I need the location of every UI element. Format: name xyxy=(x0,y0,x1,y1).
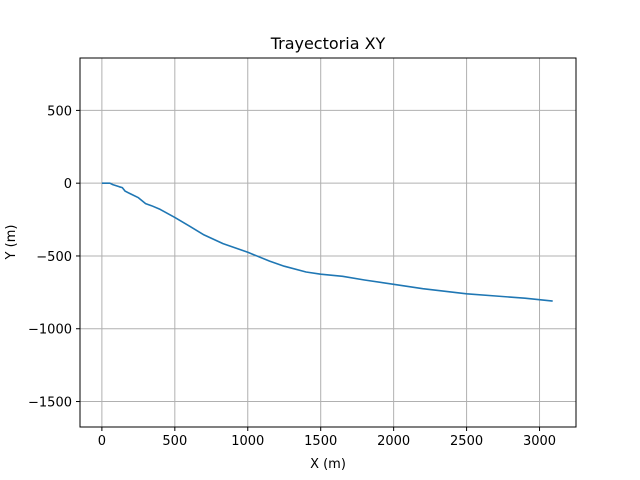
y-tick-label: 500 xyxy=(47,104,72,119)
x-tick-labels: 0 500 1000 1500 2000 2500 3000 xyxy=(98,434,556,449)
x-axis-label: X (m) xyxy=(310,457,346,472)
y-axis-label: Y (m) xyxy=(4,225,19,261)
x-tick-label: 0 xyxy=(98,434,106,449)
grid-lines xyxy=(80,58,576,427)
y-tick-label: −500 xyxy=(36,250,72,265)
y-tick-label: −1000 xyxy=(28,323,72,338)
x-tick-label: 3000 xyxy=(523,434,556,449)
x-tick-label: 2500 xyxy=(450,434,483,449)
trajectory-series-line xyxy=(101,182,553,302)
x-tick-label: 500 xyxy=(162,434,187,449)
x-tick-label: 1500 xyxy=(304,434,337,449)
x-tick-label: 1000 xyxy=(231,434,264,449)
y-tick-label: −1500 xyxy=(28,396,72,411)
tick-marks xyxy=(76,109,541,431)
y-tick-label: 0 xyxy=(64,177,72,192)
x-tick-label: 2000 xyxy=(377,434,410,449)
series-layer xyxy=(101,182,553,302)
y-tick-labels: 500 0 −500 −1000 −1500 xyxy=(28,104,72,410)
plot-frame xyxy=(79,57,577,428)
chart-title: Trayectoria XY xyxy=(270,34,386,53)
